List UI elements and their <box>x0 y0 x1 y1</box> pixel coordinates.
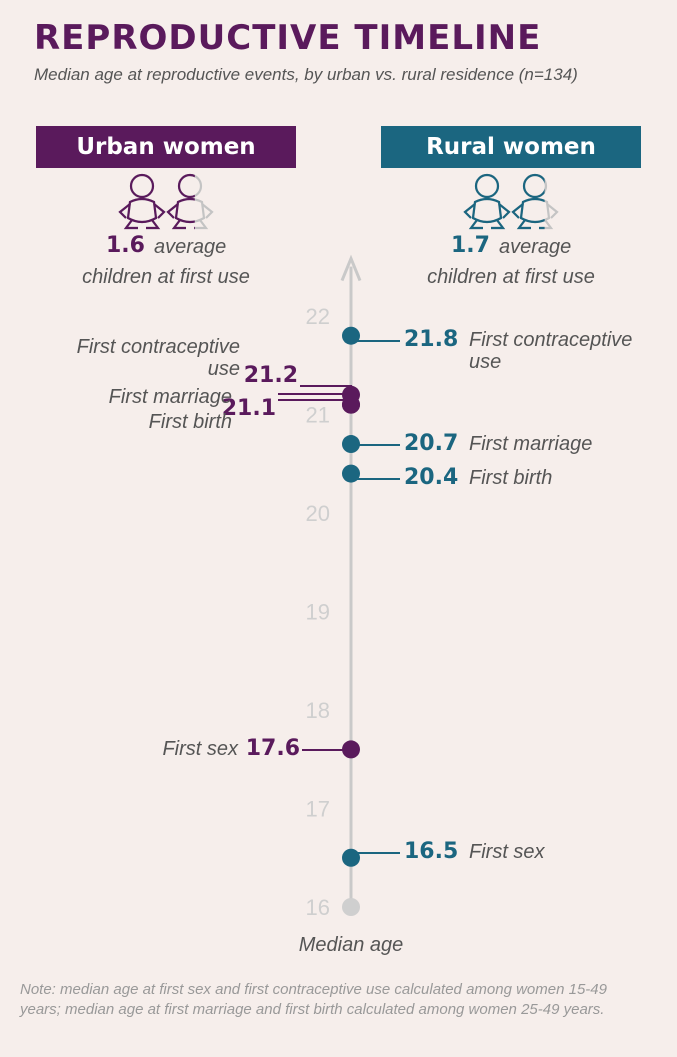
children-caption: children at first use <box>427 266 595 288</box>
legend-header: Urban women <box>36 126 296 168</box>
axis-label: Median age <box>298 934 404 956</box>
icon-part <box>126 197 158 224</box>
value-label: 21.1 <box>221 396 276 421</box>
dot <box>342 740 360 759</box>
icon-part <box>519 197 545 224</box>
icon-part <box>522 173 545 199</box>
icon-part <box>126 197 158 224</box>
y-tick-label: 21 <box>306 403 330 428</box>
icon-part <box>118 203 166 230</box>
value-label: 21.2 <box>243 363 298 388</box>
icon-part <box>519 197 551 224</box>
icon-fill <box>166 173 195 230</box>
value-label: 20.4 <box>404 465 459 490</box>
icon-part <box>129 173 155 199</box>
y-tick-label: 20 <box>306 501 330 526</box>
dot <box>342 435 360 454</box>
category-label: First contraceptive use <box>469 329 633 373</box>
category-label: First birth <box>469 467 553 489</box>
category-label: First marriage <box>469 433 593 455</box>
child-icon <box>511 173 559 230</box>
legend-header: Rural women <box>381 126 641 168</box>
icon-part <box>174 197 206 224</box>
icon-part <box>177 173 195 199</box>
category-label: First sex <box>469 841 545 863</box>
children-caption: average <box>154 236 227 258</box>
icon-part <box>174 197 195 224</box>
axis-arrow <box>340 254 362 282</box>
icon-part <box>471 197 503 224</box>
category-label: First sex <box>162 738 238 760</box>
note: Note: median age at first sex and first … <box>20 981 607 1018</box>
children-caption: children at first use <box>82 266 250 288</box>
children-value: 1.7 <box>451 233 490 258</box>
icon-part <box>511 203 545 230</box>
children-caption: average <box>499 236 572 258</box>
child-icon <box>118 173 166 230</box>
value-label: 20.7 <box>404 431 459 456</box>
category-label: First contraceptive use <box>76 336 240 380</box>
category-label: First birth <box>148 411 232 433</box>
child-icon <box>166 173 214 230</box>
children-value: 1.6 <box>106 233 145 258</box>
subtitle: Median age at reproductive events, by ur… <box>34 65 578 84</box>
icon-part <box>463 203 511 230</box>
y-tick-label: 16 <box>306 895 330 920</box>
value-label: 17.6 <box>245 736 300 761</box>
child-icon <box>463 173 511 230</box>
dot <box>342 326 360 345</box>
dot <box>342 848 360 867</box>
value-label: 16.5 <box>404 839 459 864</box>
icon-fill <box>511 173 545 230</box>
dot <box>342 385 360 404</box>
y-tick-label: 18 <box>306 698 330 723</box>
y-tick-label: 17 <box>306 797 330 822</box>
icon-part <box>166 203 195 230</box>
value-label: 21.8 <box>404 327 459 352</box>
dot <box>342 464 360 483</box>
axis-origin <box>342 898 360 916</box>
icon-part <box>471 197 503 224</box>
y-tick-label: 19 <box>306 600 330 625</box>
title: REPRODUCTIVE TIMELINE <box>34 18 542 58</box>
category-label: First marriage <box>108 386 232 408</box>
y-tick-label: 22 <box>306 304 330 329</box>
icon-part <box>474 173 500 199</box>
icon-fill <box>118 173 166 230</box>
icon-fill <box>463 173 511 230</box>
